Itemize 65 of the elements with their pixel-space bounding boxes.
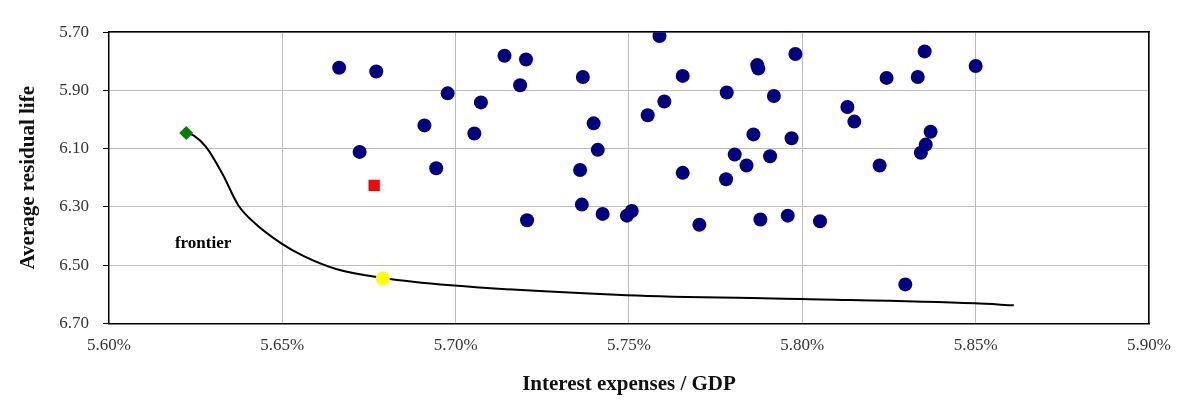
- point: [847, 114, 862, 129]
- point: [332, 60, 347, 75]
- y-tick-label: 6.30: [59, 196, 89, 216]
- x-axis-title: Interest expenses / GDP: [522, 370, 736, 395]
- point: [879, 70, 894, 85]
- point: [657, 94, 672, 109]
- point: [369, 64, 384, 79]
- y-tick-label: 5.90: [59, 79, 89, 99]
- point: [719, 172, 734, 187]
- point: [784, 131, 799, 146]
- x-tick-label: 5.75%: [607, 335, 651, 355]
- point: [573, 162, 588, 177]
- point: [590, 142, 605, 157]
- point: [520, 213, 535, 228]
- x-tick-label: 5.80%: [780, 335, 825, 355]
- y-tick-label: 6.10: [59, 138, 89, 158]
- point: [574, 197, 589, 212]
- point: [780, 208, 795, 223]
- y-tick-label: 5.70: [59, 21, 89, 41]
- point: [763, 149, 778, 164]
- x-tick-label: 5.65%: [260, 335, 305, 355]
- y-tick-label: 6.70: [59, 312, 89, 332]
- point: [640, 108, 655, 123]
- point: [746, 127, 761, 142]
- point: [179, 125, 194, 140]
- point: [727, 147, 742, 162]
- point: [813, 214, 827, 229]
- point: [913, 145, 928, 160]
- point: [898, 277, 913, 292]
- point: [417, 118, 432, 133]
- series-label: frontier: [174, 232, 232, 252]
- point: [467, 126, 482, 141]
- point: [375, 271, 390, 286]
- x-tick-label: 5.70%: [433, 335, 478, 355]
- x-tick-label: 5.90%: [1127, 335, 1171, 355]
- point: [429, 161, 444, 176]
- point: [788, 47, 803, 62]
- point: [473, 95, 488, 110]
- point: [766, 88, 781, 103]
- point: [675, 68, 690, 83]
- point: [519, 52, 534, 67]
- x-tick-label: 5.60%: [86, 335, 131, 355]
- x-tick-label: 5.85%: [953, 335, 998, 355]
- point: [513, 78, 528, 93]
- point: [840, 100, 855, 115]
- point: [575, 70, 590, 85]
- point: [910, 70, 925, 85]
- point: [872, 158, 887, 173]
- point: [923, 124, 938, 139]
- y-tick-label: 6.50: [59, 254, 89, 274]
- point: [352, 144, 367, 159]
- point: [624, 204, 639, 218]
- point: [440, 86, 455, 101]
- point: [968, 58, 983, 73]
- point: [917, 44, 932, 59]
- y-axis-title: Average residual life: [15, 86, 40, 270]
- point: [368, 179, 380, 192]
- point: [719, 85, 734, 100]
- point: [692, 217, 707, 232]
- point: [497, 48, 512, 63]
- point: [675, 165, 690, 180]
- point: [595, 206, 610, 221]
- point: [739, 158, 754, 173]
- point: [753, 212, 768, 227]
- point: [586, 116, 601, 131]
